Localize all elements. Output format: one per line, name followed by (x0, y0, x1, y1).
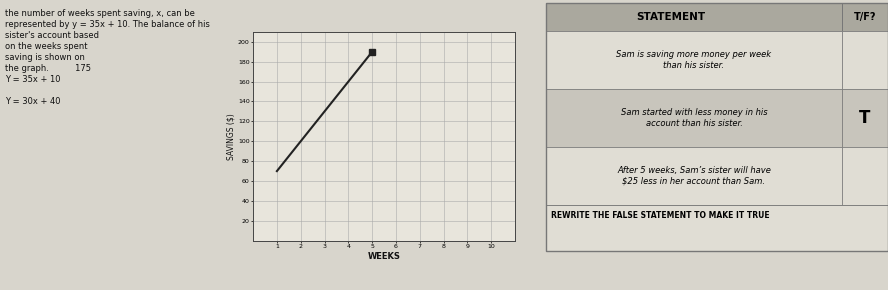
Text: T: T (860, 109, 870, 127)
Y-axis label: SAVINGS ($): SAVINGS ($) (226, 113, 235, 160)
Text: the number of weeks spent saving, x, can be
represented by y = 35x + 10. The bal: the number of weeks spent saving, x, can… (5, 9, 210, 106)
Text: STATEMENT: STATEMENT (636, 12, 705, 22)
Text: Sam is saving more money per week
than his sister.: Sam is saving more money per week than h… (616, 50, 772, 70)
X-axis label: WEEKS: WEEKS (368, 252, 400, 261)
Text: REWRITE THE FALSE STATEMENT TO MAKE IT TRUE: REWRITE THE FALSE STATEMENT TO MAKE IT T… (551, 211, 769, 220)
Text: Sam started with less money in his
account than his sister.: Sam started with less money in his accou… (621, 108, 767, 128)
Text: After 5 weeks, Sam’s sister will have
$25 less in her account than Sam.: After 5 weeks, Sam’s sister will have $2… (617, 166, 771, 186)
Text: T/F?: T/F? (853, 12, 876, 22)
